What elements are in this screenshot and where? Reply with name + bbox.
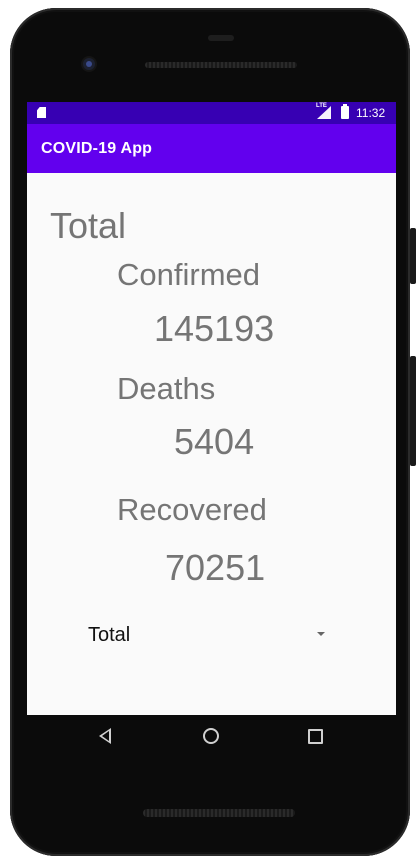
screen: LTE 11:32 COVID-19 App Total Confirmed 1… [27,102,396,715]
status-bar: LTE 11:32 [27,102,396,124]
top-speaker-grille [145,62,297,68]
sd-card-icon [37,107,46,118]
volume-button [410,228,416,284]
bottom-speaker-grille [143,809,295,817]
recovered-label: Recovered [117,492,267,527]
power-button [410,356,416,466]
confirmed-value: 145193 [154,308,275,349]
confirmed-label: Confirmed [117,257,260,292]
recovered-value: 70251 [165,547,266,588]
lte-signal-icon: LTE [316,103,331,119]
region-spinner[interactable]: Total [74,614,334,654]
app-title: COVID-19 App [41,140,153,157]
dropdown-arrow-icon [317,632,325,636]
front-camera [83,58,95,70]
back-icon[interactable] [99,728,111,744]
network-label: LTE [316,103,327,109]
home-icon[interactable] [203,728,219,744]
section-title: Total [50,205,127,246]
recents-icon[interactable] [308,729,323,744]
deaths-value: 5404 [174,421,255,462]
spinner-selected-value: Total [88,624,131,646]
app-bar: COVID-19 App [27,124,396,173]
navigation-bar [27,715,396,759]
status-time: 11:32 [356,106,386,120]
sensor-notch [208,35,234,41]
deaths-label: Deaths [117,371,216,406]
main-content: Total Confirmed 145193 Deaths 5404 Recov… [27,173,396,715]
battery-icon [341,104,349,119]
